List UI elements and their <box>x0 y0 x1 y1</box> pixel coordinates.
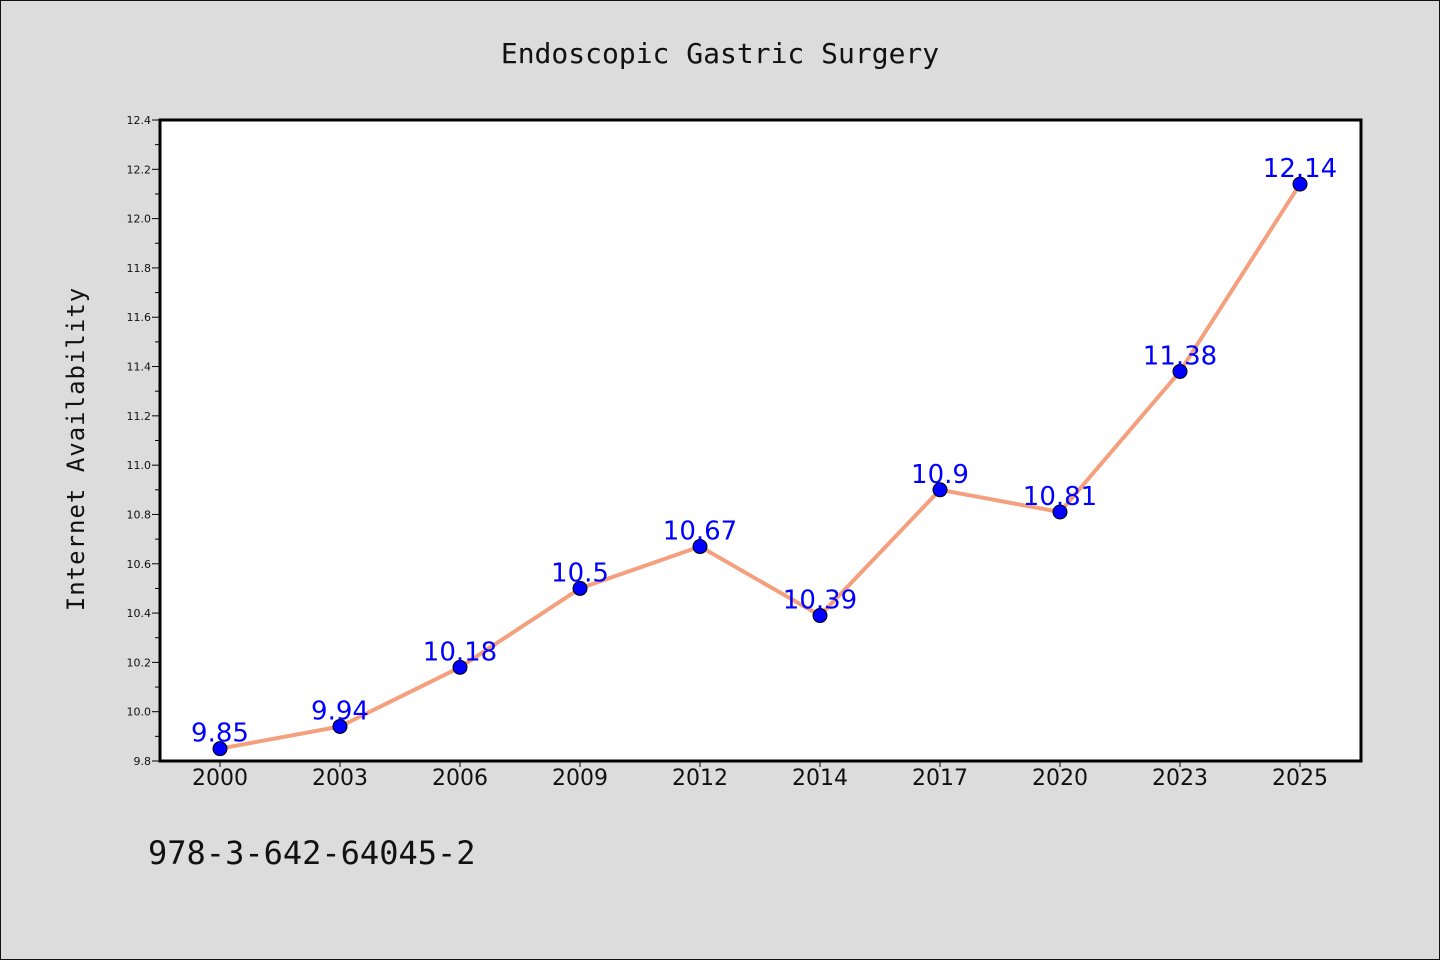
x-tick-label: 2017 <box>912 766 968 791</box>
data-label: 10.9 <box>911 460 969 490</box>
data-label: 11.38 <box>1143 341 1217 371</box>
data-label: 12.14 <box>1263 154 1337 184</box>
y-tick-label: 11.2 <box>127 410 152 423</box>
data-point <box>212 741 228 757</box>
x-tick-label: 2003 <box>312 766 368 791</box>
series-line <box>219 183 1302 751</box>
data-label: 9.94 <box>311 696 369 726</box>
x-tick-label: 2025 <box>1272 766 1328 791</box>
x-tick-label: 2012 <box>672 766 728 791</box>
chart-title: Endoscopic Gastric Surgery <box>501 37 939 70</box>
data-point <box>572 580 588 596</box>
data-point <box>332 718 348 734</box>
data-point <box>812 608 828 624</box>
y-axis-ticks: 9.8 10.0 10.2 10.4 10.6 10.8 11.0 11.2 11.4 11.6 1… <box>127 114 160 768</box>
data-label: 10.81 <box>1023 482 1097 512</box>
y-tick-label: 10.0 <box>127 706 152 719</box>
plot-area <box>158 118 1363 763</box>
y-tick-label: 10.8 <box>127 508 152 521</box>
y-tick-label: 11.4 <box>127 361 152 374</box>
y-tick-label: 10.6 <box>127 558 152 571</box>
x-tick-label: 2009 <box>552 766 608 791</box>
y-tick-label: 10.2 <box>127 656 152 669</box>
y-tick-label: 12.4 <box>127 114 152 127</box>
data-label: 10.18 <box>423 637 497 667</box>
y-tick-label: 10.4 <box>127 607 152 620</box>
y-tick-label: 11.0 <box>127 459 152 472</box>
y-tick-label: 12.0 <box>127 213 152 226</box>
y-tick-label: 11.6 <box>127 311 152 324</box>
data-labels-layer: 9.85 9.94 10.18 10.5 10.67 10.39 10.9 10.81 11.3… <box>191 154 1337 749</box>
data-point <box>692 539 708 555</box>
x-tick-label: 2023 <box>1152 766 1208 791</box>
data-label: 10.5 <box>551 558 609 588</box>
isbn-text: 978-3-642-64045-2 <box>148 834 476 872</box>
data-label: 9.85 <box>191 719 249 749</box>
x-tick-label: 2000 <box>192 766 248 791</box>
y-axis-label: Internet Availability <box>62 287 90 611</box>
x-axis-ticks: 2000 2003 2006 2009 2012 2014 2017 2020 2023 2025 <box>192 761 1328 791</box>
data-point <box>452 659 468 675</box>
series-layer <box>212 176 1308 757</box>
y-tick-label: 9.8 <box>134 755 152 768</box>
y-tick-label: 12.2 <box>127 163 152 176</box>
x-tick-label: 2006 <box>432 766 488 791</box>
data-label: 10.39 <box>783 586 857 616</box>
data-label: 10.67 <box>663 517 737 547</box>
x-tick-label: 2014 <box>792 766 848 791</box>
data-point <box>932 482 948 498</box>
x-tick-label: 2020 <box>1032 766 1088 791</box>
y-tick-label: 11.8 <box>127 262 152 275</box>
data-point <box>1172 363 1188 379</box>
data-point <box>1292 176 1308 192</box>
data-point <box>1052 504 1068 520</box>
